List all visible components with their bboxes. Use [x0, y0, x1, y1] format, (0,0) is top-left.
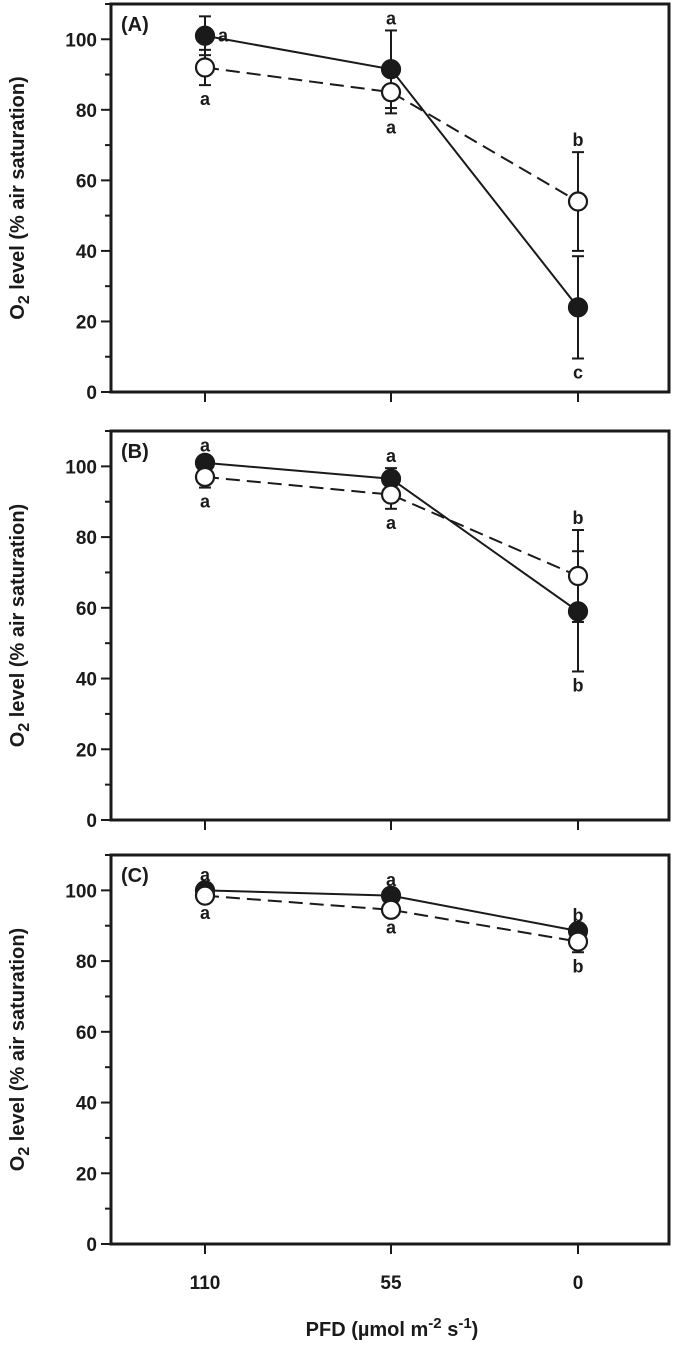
- data-point-open: [380, 484, 402, 505]
- y-tick-label: 40: [76, 242, 97, 263]
- y-tick-label: 0: [86, 383, 97, 404]
- y-tick-label: 0: [86, 811, 97, 832]
- data-point-open: [567, 565, 589, 587]
- y-axis-title: O2 level (% air saturation): [7, 504, 33, 747]
- significance-letter: b: [573, 508, 584, 528]
- y-tick-label: 60: [76, 171, 97, 192]
- data-point-open: [194, 466, 216, 488]
- y-tick-label: 20: [76, 740, 97, 761]
- data-point-filled: [380, 59, 402, 80]
- y-tick-label: 100: [65, 30, 97, 51]
- data-point-open: [194, 57, 216, 78]
- significance-letter: a: [200, 492, 211, 512]
- x-tick-label: 55: [380, 1273, 402, 1294]
- x-tick-label: 0: [573, 1273, 584, 1294]
- y-tick-label: 40: [76, 1094, 97, 1115]
- y-tick-label: 100: [65, 457, 97, 478]
- panel-label: (B): [121, 441, 149, 463]
- y-tick-label: 60: [76, 599, 97, 620]
- significance-letter: a: [218, 26, 229, 46]
- panel-label: (A): [121, 14, 149, 36]
- data-point-filled: [194, 25, 216, 46]
- panel-label: (C): [121, 865, 149, 887]
- y-axis-title: O2 level (% air saturation): [7, 928, 33, 1171]
- significance-letter: a: [200, 436, 211, 456]
- x-axis-title: PFD (µmol m-2 s-1): [306, 1315, 479, 1341]
- data-point-open: [380, 82, 402, 103]
- data-point-open: [567, 191, 589, 212]
- significance-letter: a: [386, 446, 397, 466]
- y-tick-label: 80: [76, 528, 97, 549]
- significance-letter: b: [573, 905, 584, 925]
- y-tick-label: 60: [76, 1023, 97, 1044]
- y-tick-label: 100: [65, 881, 97, 902]
- y-tick-label: 20: [76, 312, 97, 333]
- y-tick-label: 0: [86, 1235, 97, 1256]
- significance-letter: a: [386, 513, 397, 533]
- significance-letter: a: [386, 117, 397, 137]
- series-line-open: [204, 475, 579, 577]
- significance-letter: a: [200, 865, 211, 885]
- significance-letter: a: [200, 89, 211, 109]
- significance-letter: b: [573, 675, 584, 695]
- significance-letter: c: [573, 362, 583, 382]
- data-point-filled: [567, 601, 589, 622]
- panel-c: 0 20 40 60 80 100 O2 level (% air saturation) (…: [7, 853, 671, 1294]
- data-point-filled: [567, 297, 589, 318]
- data-point-open: [380, 899, 402, 920]
- panel-a: 0 20 40 60 80 100 O2 level (% air saturation) (…: [7, 2, 671, 404]
- data-point-open: [194, 885, 216, 906]
- significance-letter: b: [573, 956, 584, 976]
- significance-letter: b: [573, 130, 584, 150]
- significance-letter: a: [386, 8, 397, 28]
- significance-letter: a: [200, 903, 211, 923]
- significance-letter: a: [386, 917, 397, 937]
- y-tick-label: 20: [76, 1164, 97, 1185]
- y-tick-label: 40: [76, 670, 97, 691]
- y-tick-label: 80: [76, 952, 97, 973]
- panel-b: 0 20 40 60 80 100 O2 level (% air saturation) (…: [7, 429, 671, 832]
- significance-letter: a: [386, 870, 397, 890]
- y-axis-title: O2 level (% air saturation): [7, 76, 33, 319]
- x-tick-label: 110: [190, 1273, 221, 1294]
- data-point-open: [567, 931, 589, 952]
- y-tick-label: 80: [76, 101, 97, 122]
